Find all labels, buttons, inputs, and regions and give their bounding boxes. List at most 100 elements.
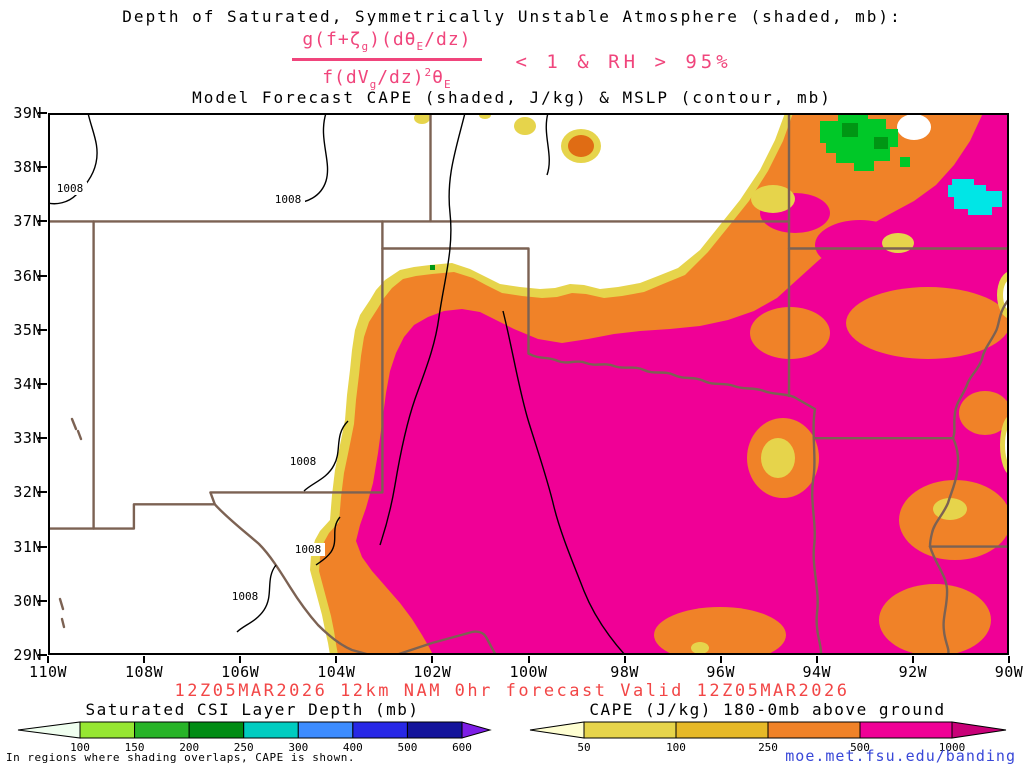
colorbar-segment <box>134 721 190 739</box>
lat-tick-label: 31N <box>13 537 42 556</box>
yellow-patch <box>933 498 967 520</box>
lon-tick-mark <box>623 656 626 663</box>
formula-run: θ <box>432 67 445 88</box>
cape-colorbar-title: CAPE (J/kg) 180-0mb above ground <box>589 700 946 719</box>
contour-label: 1008 <box>295 543 322 556</box>
title-line-1: Depth of Saturated, Symmetrically Unstab… <box>122 7 902 26</box>
lon-tick-label: 104W <box>317 663 356 681</box>
lon-tick-label: 94W <box>802 663 832 681</box>
csi-colorbar: 100 150 200 250 300 400 500 600 <box>17 721 492 754</box>
orange-patch <box>654 607 786 663</box>
colorbar-segment <box>529 721 585 739</box>
formula-numerator: g(f+ζg)(dθE/dz) <box>292 29 481 57</box>
lon-tick-label: 110W <box>28 663 68 681</box>
colorbar-tick-label: 250 <box>758 741 778 754</box>
colorbar-tick-label: 150 <box>125 741 145 754</box>
colorbar-tick-label: 1000 <box>939 741 966 754</box>
lat-tick-mark <box>38 274 47 277</box>
border-mississippi-river-lower <box>928 436 960 548</box>
cape-colorbar: 50 100 250 500 1000 <box>529 721 1007 754</box>
mslp-contour <box>236 564 277 633</box>
lat-tick-mark <box>38 654 47 656</box>
formula-run: f(dV <box>322 67 370 88</box>
mslp-contour <box>315 516 341 566</box>
contour-label-bg <box>53 182 87 195</box>
lon-tick-mark <box>239 656 242 663</box>
lon-tick-mark <box>335 656 338 663</box>
magenta-streak <box>815 220 905 270</box>
formula-run: /dz) <box>424 29 472 50</box>
lon-tick-mark <box>719 656 722 663</box>
mslp-contour <box>379 112 466 546</box>
colorbar-segment <box>461 721 492 739</box>
yellow-patch <box>751 185 795 213</box>
colorbar-tick-label: 500 <box>850 741 870 754</box>
mslp-contour <box>303 420 349 492</box>
dark-orange-cell <box>568 135 594 157</box>
border-mississippi-river <box>951 297 1011 440</box>
lon-tick-label: 106W <box>221 663 260 681</box>
lat-tick-label: 30N <box>13 591 42 610</box>
colorbar-tick-label: 250 <box>234 741 254 754</box>
colorbar-segment <box>243 721 299 739</box>
colorbar-segment <box>406 721 463 739</box>
lon-tick-label: 102W <box>413 663 452 681</box>
contour-label: 1008 <box>57 182 84 195</box>
overlap-note: In regions where shading overlaps, CAPE … <box>6 751 356 764</box>
mslp-contour-labels: 1008 1008 1008 1008 1008 <box>53 182 325 603</box>
lat-tick-label: 39N <box>13 104 42 122</box>
colorbar-tick-label: 300 <box>288 741 308 754</box>
colorbar-tick-label: 600 <box>452 741 472 754</box>
contour-label-bg <box>271 193 305 206</box>
yellow-patch <box>761 438 795 478</box>
lon-tick-label: 108W <box>125 663 164 681</box>
lat-tick-label: 33N <box>13 429 42 448</box>
contour-label: 1008 <box>232 590 259 603</box>
unshaded-notch <box>897 114 931 140</box>
lat-tick-mark <box>38 491 47 494</box>
lon-tick-label: 92W <box>898 663 928 681</box>
formula-run: /dz) <box>377 67 425 88</box>
formula-denominator: f(dVg/dz)2θE <box>292 62 481 95</box>
lon-tick-mark <box>815 656 818 663</box>
lat-tick-mark <box>38 220 47 223</box>
state-borders <box>46 111 1024 657</box>
contour-label-bg <box>286 455 320 468</box>
lat-tick-mark <box>38 383 47 385</box>
colorbar-segment <box>675 721 769 739</box>
map-frame: 1008 1008 1008 1008 1008 <box>46 111 1024 663</box>
orange-patch <box>959 391 1011 435</box>
contour-label: 1008 <box>275 193 302 206</box>
formula-run: )(dθ <box>369 29 417 50</box>
forecast-map: 1008 1008 1008 1008 1008 <box>46 111 1024 663</box>
title-line-2: Model Forecast CAPE (shaded, J/kg) & MSL… <box>192 88 832 107</box>
contour-label-bg <box>291 543 325 556</box>
mslp-contour <box>502 310 626 656</box>
csi-darkgreen-patch <box>842 123 858 137</box>
lon-tick-mark <box>143 656 146 663</box>
colorbar-tick-label: 400 <box>343 741 363 754</box>
lon-tick-mark <box>1008 656 1010 663</box>
credit-link[interactable]: moe.met.fsu.edu/banding <box>785 747 1016 765</box>
colorbar-segment <box>859 721 953 739</box>
csi-green-patch <box>900 157 910 167</box>
lat-tick-mark <box>38 112 47 114</box>
formula-run: E <box>444 78 452 91</box>
contour-label: 1008 <box>290 455 317 468</box>
yellow-speck <box>514 117 536 135</box>
lon-tick-label: 98W <box>610 663 639 681</box>
orange-patch <box>846 287 1010 359</box>
lat-tick-label: 35N <box>13 320 42 339</box>
mslp-contour <box>545 112 550 176</box>
lat-tick-label: 29N <box>13 646 42 664</box>
orange-patch <box>899 480 1011 560</box>
fraction-bar <box>292 58 482 61</box>
csi-cyan-patch <box>948 179 1002 215</box>
lon-tick-label: 90W <box>994 663 1024 681</box>
csi-green-speck <box>430 265 435 270</box>
lat-tick-label: 34N <box>13 375 42 393</box>
lon-tick-label: 96W <box>706 663 735 681</box>
border-rio-grande <box>213 503 498 657</box>
colorbar-tick-label: 50 <box>577 741 590 754</box>
